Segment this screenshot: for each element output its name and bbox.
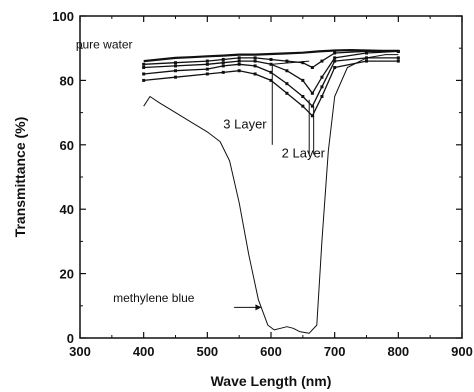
series-point (205, 72, 209, 76)
series-point (269, 57, 273, 61)
series-point (237, 69, 241, 73)
series-point (142, 62, 146, 66)
y-tick-label: 20 (60, 267, 74, 282)
annotation-methylene-arrowhead (255, 304, 262, 311)
series-point (320, 75, 324, 79)
series-point (285, 82, 289, 86)
series-point (320, 95, 324, 98)
annotation-pure-water: pure water (76, 38, 133, 52)
series-point (205, 59, 209, 63)
series-point (253, 59, 257, 63)
series-point (396, 56, 400, 60)
series-point (269, 78, 273, 82)
series-point (174, 64, 177, 68)
series-point (396, 49, 400, 53)
series-layer (142, 48, 400, 334)
series-point (221, 64, 225, 68)
series-line-3 (143, 57, 399, 107)
series-point (142, 78, 146, 82)
series-point (285, 91, 289, 95)
series-point (174, 75, 177, 79)
series-point (221, 61, 225, 65)
series-point (285, 59, 289, 63)
axis-ticks: 300 400 500 600 700 800 900 0 20 40 60 80 100 (52, 9, 473, 359)
series-point (310, 66, 314, 70)
series-line-1 (143, 50, 399, 69)
annotation-methylene-blue: methylene blue (113, 291, 195, 305)
series-line-2 (143, 50, 399, 94)
y-tick-label: 100 (52, 9, 74, 24)
series-point (333, 51, 337, 55)
series-point (142, 66, 146, 70)
x-tick-label: 400 (133, 344, 155, 359)
series-point (301, 104, 305, 108)
y-axis-label: Transmittance (%) (12, 117, 28, 238)
series-point (333, 66, 337, 70)
y-tick-label: 0 (67, 331, 74, 346)
series-point (333, 59, 337, 63)
series-point (237, 62, 241, 66)
x-tick-label: 300 (69, 344, 91, 359)
series-point (365, 59, 368, 63)
y-tick-label: 60 (60, 138, 74, 153)
series-point (205, 62, 209, 66)
x-axis-label: Wave Length (nm) (211, 373, 332, 389)
series-point (253, 56, 257, 60)
series-point (221, 57, 225, 61)
series-point (396, 59, 400, 63)
series-point (174, 61, 177, 65)
series-point (310, 91, 314, 95)
series-point (237, 59, 241, 63)
series-point (237, 56, 241, 60)
series-point (310, 114, 314, 118)
series-point (310, 104, 314, 108)
series-point (269, 70, 273, 74)
series-point (301, 78, 305, 82)
series-point (333, 56, 337, 60)
series-point (365, 51, 368, 55)
series-line-5 (143, 54, 399, 334)
annotation-layer: pure water 3 Layer 2 Layer methylene blue (76, 38, 326, 311)
series-point (253, 64, 257, 68)
x-tick-label: 700 (324, 344, 346, 359)
series-point (320, 59, 324, 63)
annotation-3-layer-leader (272, 60, 310, 65)
y-tick-label: 80 (60, 73, 74, 88)
x-tick-label: 500 (196, 344, 218, 359)
series-point (320, 85, 324, 89)
series-point (269, 62, 273, 66)
series-point (365, 49, 368, 53)
series-point (205, 67, 209, 71)
series-point (301, 61, 305, 65)
x-tick-label: 600 (260, 344, 282, 359)
series-point (174, 69, 177, 73)
annotation-3-layer: 3 Layer (223, 116, 267, 131)
series-line-4 (143, 60, 399, 117)
series-point (301, 95, 305, 98)
annotation-2-layer: 2 Layer (282, 145, 326, 160)
series-point (142, 72, 146, 76)
x-tick-label: 900 (451, 344, 473, 359)
series-point (253, 72, 257, 76)
x-tick-label: 800 (387, 344, 409, 359)
y-tick-label: 40 (60, 202, 74, 217)
series-line-0 (143, 48, 399, 63)
series-point (285, 69, 289, 73)
series-point (221, 70, 225, 74)
